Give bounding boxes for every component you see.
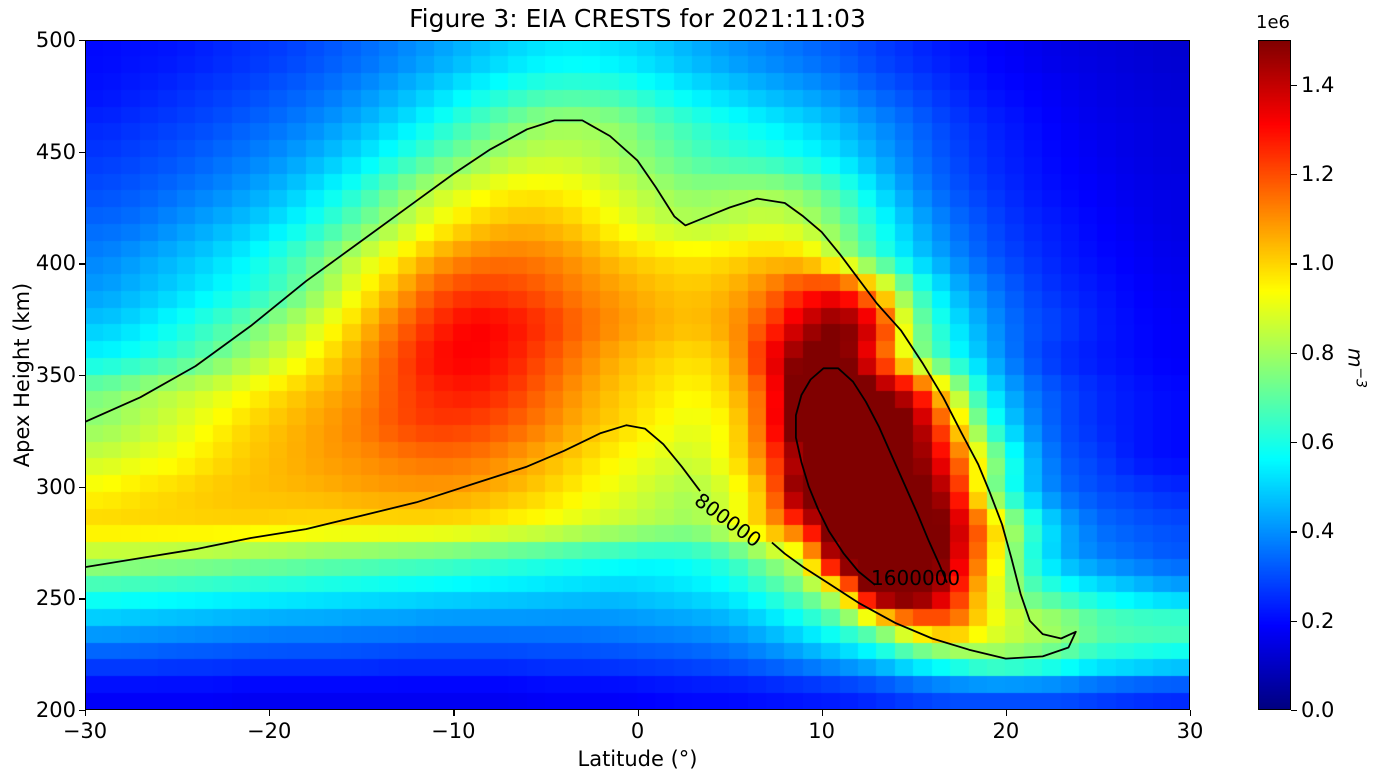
y-tick-label: 450 bbox=[35, 139, 76, 164]
colorbar-tick-mark bbox=[1291, 531, 1297, 533]
x-tick-label: −10 bbox=[431, 719, 476, 743]
x-tick-mark bbox=[85, 710, 87, 716]
heatmap-canvas bbox=[85, 40, 1190, 710]
colorbar-tick-mark bbox=[1291, 174, 1297, 176]
y-tick-mark bbox=[79, 40, 85, 42]
y-tick-label: 500 bbox=[35, 28, 76, 52]
x-tick-mark bbox=[269, 710, 271, 716]
x-tick-label: 0 bbox=[630, 719, 645, 743]
chart-title: Figure 3: EIA CRESTS for 2021:11:03 bbox=[409, 4, 866, 33]
x-tick-mark bbox=[1005, 710, 1008, 716]
x-tick-mark bbox=[1190, 710, 1192, 716]
colorbar-tick-mark bbox=[1291, 84, 1297, 86]
y-axis-label: Apex Height (km) bbox=[10, 282, 34, 468]
y-tick-label: 300 bbox=[35, 474, 76, 499]
x-tick-label: −20 bbox=[246, 719, 292, 743]
x-tick-label: −30 bbox=[62, 719, 108, 743]
colorbar-tick-label: 0.8 bbox=[1301, 340, 1335, 365]
x-tick-label: 20 bbox=[992, 719, 1020, 743]
contour-label-1600000: 1600000 bbox=[871, 566, 961, 591]
colorbar-tick-label: 1.4 bbox=[1301, 72, 1335, 97]
y-tick-label: 350 bbox=[35, 363, 76, 387]
colorbar-tick-label: 1.0 bbox=[1301, 251, 1335, 276]
colorbar-unit-label: m−3 bbox=[1344, 348, 1369, 388]
colorbar-offset-label: 1e6 bbox=[1256, 12, 1290, 33]
plot-area: 800000 1600000 bbox=[85, 40, 1190, 710]
x-axis-label: Latitude (°) bbox=[577, 747, 698, 771]
colorbar-tick-mark bbox=[1291, 710, 1297, 712]
colorbar-tick-mark bbox=[1291, 263, 1297, 265]
y-tick-mark bbox=[79, 263, 85, 265]
colorbar bbox=[1258, 40, 1291, 710]
y-tick-mark bbox=[79, 375, 85, 377]
colorbar-canvas bbox=[1258, 40, 1291, 710]
y-tick-label: 250 bbox=[35, 586, 76, 611]
colorbar-tick-mark bbox=[1291, 352, 1297, 354]
y-tick-mark bbox=[79, 486, 85, 488]
colorbar-tick-label: 0.6 bbox=[1301, 430, 1335, 454]
colorbar-tick-label: 1.2 bbox=[1301, 162, 1335, 186]
colorbar-tick-label: 0.0 bbox=[1301, 698, 1335, 722]
unit-variable: m bbox=[1343, 347, 1368, 368]
colorbar-tick-mark bbox=[1291, 442, 1297, 444]
y-tick-mark bbox=[79, 151, 85, 153]
y-tick-mark bbox=[79, 598, 85, 600]
x-tick-label: 30 bbox=[1176, 719, 1204, 743]
colorbar-tick-mark bbox=[1291, 620, 1297, 622]
unit-exponent: −3 bbox=[1352, 367, 1369, 389]
x-tick-mark bbox=[637, 710, 639, 716]
y-tick-mark bbox=[79, 710, 85, 712]
y-tick-label: 200 bbox=[35, 698, 76, 722]
x-tick-mark bbox=[453, 710, 455, 716]
colorbar-tick-label: 0.4 bbox=[1301, 519, 1335, 544]
x-tick-mark bbox=[821, 710, 823, 716]
y-tick-label: 400 bbox=[35, 251, 76, 276]
x-tick-label: 10 bbox=[808, 719, 836, 743]
colorbar-tick-label: 0.2 bbox=[1301, 608, 1335, 633]
